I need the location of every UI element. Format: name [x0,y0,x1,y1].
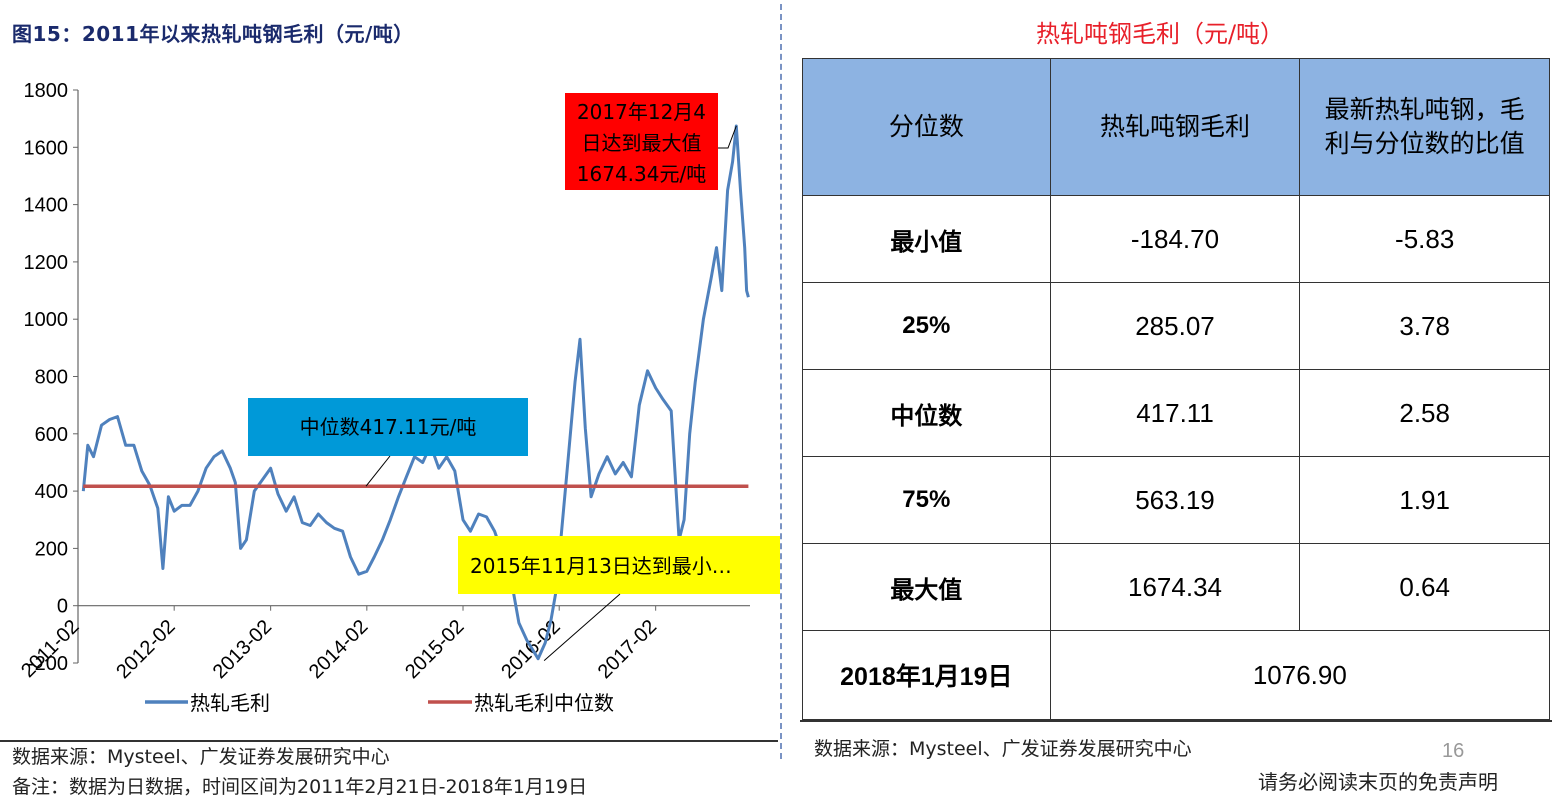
row-ratio: 3.78 [1299,282,1550,370]
row-ratio: 2.58 [1299,369,1550,457]
max-annotation-text: 1674.34元/吨 [577,162,706,186]
figure-note: 备注：数据为日数据，时间区间为2011年2月21日-2018年1月19日 [12,776,588,798]
table-row-latest: 2018年1月19日 1076.90 [802,630,1551,720]
row-value: 417.11 [1049,369,1301,457]
table-row: 最小值 -184.70 -5.83 [802,195,1550,283]
y-tick-label: 1000 [24,309,69,331]
row-label: 25% [802,282,1051,370]
y-tick-label: 800 [35,367,68,389]
x-tick-label: 2013-02 [209,616,276,683]
row-label: 中位数 [802,369,1051,457]
panel-divider [780,4,782,759]
legend-label-gross-margin: 热轧毛利 [190,691,270,715]
table-row: 75% 563.19 1.91 [802,456,1550,544]
page-number: 16 [1442,740,1465,762]
min-annotation-leader [543,593,621,661]
y-tick-label: -200 [28,653,68,675]
min-annotation-box [458,536,780,594]
y-tick-label: 400 [35,481,68,503]
row-label: 最大值 [802,543,1051,631]
header-ratio: 最新热轧吨钢，毛 利与分位数的比值 [1299,58,1550,196]
y-tick-label: 1600 [24,137,69,159]
y-tick-label: 1400 [24,195,69,217]
max-annotation-text: 2017年12月4 [577,100,706,124]
median-annotation-text: 中位数417.11元/吨 [300,415,477,439]
row-ratio: 0.64 [1299,543,1550,631]
percentile-table: 分位数 热轧吨钢毛利 最新热轧吨钢，毛 利与分位数的比值 最小值 -184.70… [802,58,1551,720]
series-line-gross-margin [81,124,750,661]
latest-date: 2018年1月19日 [802,630,1051,720]
header-percentile: 分位数 [802,58,1051,196]
row-ratio: 1.91 [1299,456,1550,544]
y-tick-label: 0 [57,596,68,618]
x-tick-label: 2012-02 [112,616,179,683]
header-ratio-line-2: 利与分位数的比值 [1324,129,1525,158]
right-bottom-rule [800,720,1552,722]
figure-source: 数据来源：Mysteel、广发证券发展研究中心 [12,746,390,768]
y-tick-label: 200 [35,538,68,560]
row-value: 285.07 [1049,282,1301,370]
x-tick-label: 2014-02 [305,616,372,683]
row-label: 75% [802,456,1051,544]
max-annotation-leader [718,125,737,149]
x-tick-label: 2015-02 [401,616,468,683]
row-value: 563.19 [1049,456,1301,544]
y-tick-label: 600 [35,424,68,446]
gross-margin-chart: 1800 1600 1400 1200 1000 800 600 400 200 0 -200 201… [17,80,780,715]
min-annotation-text: 2015年11月13日达到最小… [470,554,732,578]
figure-title: 图15：2011年以来热轧吨钢毛利（元/吨） [12,22,414,46]
row-value: 1674.34 [1049,543,1301,631]
median-annotation-box [248,398,528,456]
median-annotation-leader [365,455,391,487]
max-annotation-text: 日达到最大值 [582,131,702,155]
row-value: -184.70 [1049,195,1301,283]
header-ratio-line-1: 最新热轧吨钢，毛 [1324,95,1525,124]
legend-label-median: 热轧毛利中位数 [474,691,614,715]
table-row: 25% 285.07 3.78 [802,282,1550,370]
x-tick-label: 2017-02 [594,616,661,683]
table-title: 热轧吨钢毛利（元/吨） [1035,20,1285,48]
disclaimer: 请务必阅读末页的免责声明 [1258,770,1498,794]
row-label: 最小值 [802,195,1051,283]
latest-value: 1076.90 [1049,630,1551,720]
max-annotation-box [565,93,718,190]
left-bottom-rule [0,740,778,742]
y-tick-label: 1800 [24,80,69,102]
table-row: 最大值 1674.34 0.64 [802,543,1550,631]
table-source: 数据来源：Mysteel、广发证券发展研究中心 [814,738,1192,760]
row-ratio: -5.83 [1299,195,1550,283]
y-tick-label: 1200 [24,252,69,274]
header-gross-margin: 热轧吨钢毛利 [1049,58,1301,196]
table-row: 中位数 417.11 2.58 [802,369,1550,457]
